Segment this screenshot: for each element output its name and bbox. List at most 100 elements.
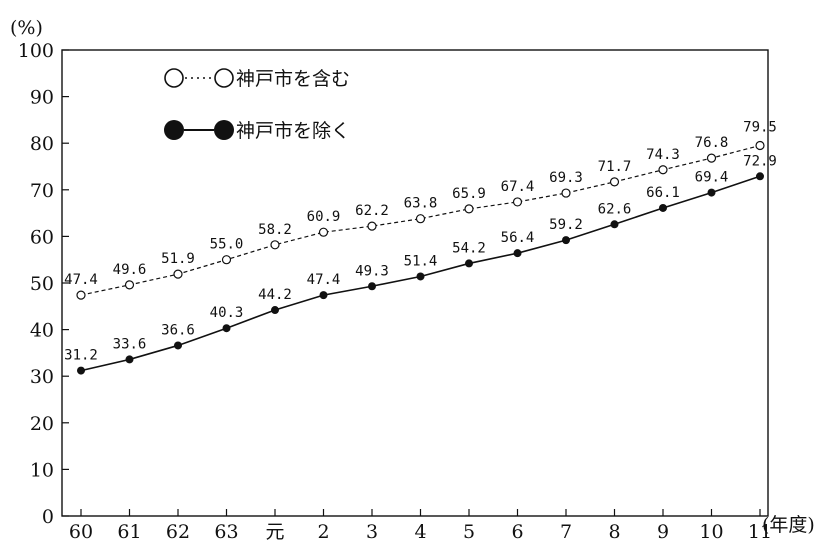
x-tick-label: 6 [511, 521, 523, 543]
x-tick-label: 62 [166, 521, 190, 543]
data-point [173, 269, 183, 279]
plot-frame [61, 49, 769, 517]
data-point [415, 214, 426, 224]
data-label: 62.2 [355, 203, 389, 219]
data-label: 69.4 [695, 170, 729, 186]
y-tick-label: 20 [30, 413, 54, 435]
x-tick-labels: 60 61 62 63 元 2 3 4 5 6 7 8 9 10 11 [69, 509, 772, 543]
x-tick-label: 8 [608, 521, 620, 543]
x-axis-unit-label: (年度) [762, 514, 815, 536]
data-point [319, 291, 328, 300]
data-point [561, 188, 571, 198]
x-tick-label: 5 [463, 521, 475, 543]
data-label: 76.8 [695, 135, 729, 151]
data-point [465, 259, 473, 268]
y-tick-labels: 0 10 20 30 40 50 60 70 80 90 100 [18, 40, 69, 528]
data-label: 58.2 [258, 222, 292, 238]
x-tick-label: 10 [699, 521, 723, 543]
legend-item-excluding-kobe: 神戸市を除く [164, 120, 350, 142]
data-label: 49.6 [113, 262, 147, 278]
y-tick-label: 60 [30, 226, 54, 248]
data-point [367, 221, 377, 231]
data-label: 66.1 [646, 185, 680, 201]
data-label: 44.2 [258, 287, 292, 303]
data-label: 47.4 [307, 272, 341, 288]
x-tick-label: 60 [69, 521, 93, 543]
y-tick-label: 10 [30, 459, 54, 481]
y-tick-label: 0 [42, 506, 54, 528]
x-tick-label: 3 [366, 521, 378, 543]
data-label: 51.4 [404, 253, 438, 269]
data-point [124, 280, 135, 290]
y-tick-label: 40 [30, 320, 54, 342]
data-label: 65.9 [452, 186, 486, 202]
data-label: 36.6 [161, 322, 195, 338]
data-point [222, 324, 231, 333]
y-tick-label: 50 [30, 273, 54, 295]
data-label: 67.4 [501, 179, 535, 195]
y-tick-label: 100 [18, 40, 54, 62]
y-tick-label: 90 [30, 87, 54, 109]
data-label: 55.0 [210, 237, 244, 253]
legend-open-marker-right [214, 68, 234, 88]
data-point [270, 240, 280, 250]
axes [61, 49, 769, 517]
data-label: 47.4 [64, 272, 98, 288]
data-label: 69.3 [549, 170, 583, 186]
data-label: 72.9 [743, 153, 777, 169]
x-tick-label: 7 [560, 521, 572, 543]
data-point [659, 203, 667, 212]
data-point [513, 249, 522, 258]
x-tick-label: 63 [214, 521, 238, 543]
data-point [368, 282, 376, 291]
data-label: 33.6 [113, 336, 147, 352]
data-point [76, 290, 86, 300]
data-label: 63.8 [404, 196, 438, 212]
y-tick-label: 70 [30, 180, 54, 202]
legend-open-marker-left [164, 68, 184, 88]
data-point [174, 341, 182, 350]
data-label: 56.4 [501, 230, 535, 246]
data-point [512, 197, 523, 207]
data-label: 74.3 [646, 147, 680, 163]
data-point [609, 177, 620, 187]
legend: 神戸市を含む 神戸市を除く [164, 68, 350, 142]
data-point [318, 227, 329, 237]
data-point [756, 172, 764, 181]
data-point [464, 204, 474, 214]
data-point [707, 188, 716, 197]
data-point [706, 153, 717, 163]
data-label: 60.9 [307, 209, 341, 225]
x-tick-label: 9 [657, 521, 669, 543]
data-label: 79.5 [743, 120, 777, 136]
data-label: 40.3 [210, 305, 244, 321]
y-tick-label: 30 [30, 366, 54, 388]
legend-filled-marker-left [164, 120, 184, 140]
legend-label-excluding-kobe: 神戸市を除く [236, 120, 350, 142]
legend-filled-marker-right [214, 120, 234, 140]
series: 47.4 49.6 51.9 55.0 58.2 60.9 62.2 63.8 65.9 67.4… [64, 120, 777, 375]
data-point [658, 165, 668, 175]
legend-label-including-kobe: 神戸市を含む [236, 68, 350, 90]
y-tick-label: 80 [30, 133, 54, 155]
data-point [562, 236, 570, 245]
y-axis-unit-label: (%) [10, 17, 43, 39]
data-label: 51.9 [161, 251, 195, 267]
data-point [271, 306, 279, 315]
data-point [221, 255, 232, 265]
series-including-kobe: 47.4 49.6 51.9 55.0 58.2 60.9 62.2 63.8 65.9 67.4… [64, 120, 777, 300]
series-excluding-kobe: 31.2 33.6 36.6 40.3 44.2 47.4 49.3 51.4 54.2 56.4… [64, 153, 777, 375]
data-label: 59.2 [549, 217, 583, 233]
data-label: 49.3 [355, 263, 389, 279]
x-tick-label: 元 [265, 521, 284, 543]
data-label: 54.2 [452, 240, 486, 256]
data-point [416, 272, 425, 281]
data-label: 71.7 [598, 159, 632, 175]
x-tick-label: 4 [414, 521, 426, 543]
x-tick-label: 61 [117, 521, 141, 543]
data-label: 31.2 [64, 348, 98, 364]
data-point [610, 220, 619, 229]
legend-item-including-kobe: 神戸市を含む [164, 68, 350, 90]
data-point [77, 366, 85, 375]
